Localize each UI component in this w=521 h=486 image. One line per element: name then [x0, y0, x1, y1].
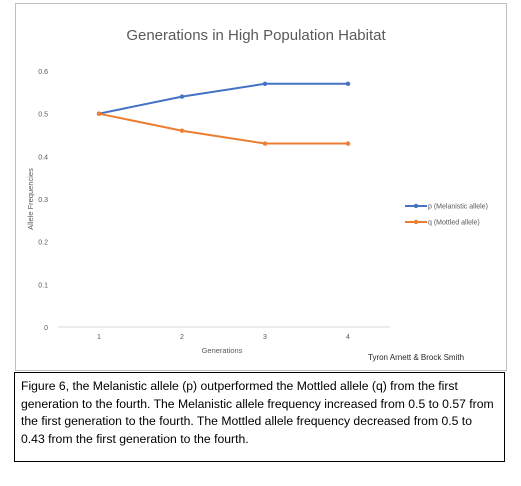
x-tick-label: 3: [263, 334, 267, 341]
y-tick-label: 0.4: [38, 154, 48, 161]
data-point: [179, 94, 185, 99]
chart-annotation: Tyron Arnett & Brock Smith: [368, 353, 464, 362]
figure-caption: Figure 6, the Melanistic allele (p) outp…: [14, 372, 505, 462]
data-point: [345, 141, 351, 146]
chart-frame: [15, 3, 507, 371]
x-tick-label: 2: [180, 334, 184, 341]
x-axis-title: Generations: [202, 346, 243, 355]
legend-swatch-marker: [413, 219, 419, 225]
chart-title: Generations in High Population Habitat: [126, 27, 386, 44]
data-point: [179, 128, 185, 133]
y-tick-label: 0.1: [38, 282, 48, 289]
data-point: [96, 111, 102, 116]
legend-label: q (Mottled allele): [428, 220, 480, 227]
y-tick-label: 0.6: [38, 69, 48, 76]
x-tick-label: 1: [97, 334, 101, 341]
data-point: [345, 81, 351, 87]
series-line: [98, 112, 348, 145]
line-chart: Generations in High Population Habitat 0 0…: [26, 27, 488, 362]
y-axis-title: Allele Frequencies: [26, 168, 35, 230]
series-line: [98, 82, 348, 115]
y-tick-label: 0: [44, 325, 48, 332]
data-point: [262, 81, 268, 87]
legend-label: p (Melanistic allele): [428, 204, 488, 211]
y-tick-label: 0.2: [38, 240, 48, 247]
y-tick-label: 0.5: [38, 112, 48, 119]
y-tick-label: 0.3: [38, 197, 48, 204]
caption-text: Figure 6, the Melanistic allele (p) outp…: [21, 379, 494, 446]
data-point: [262, 141, 268, 146]
legend-swatch-marker: [413, 203, 419, 209]
x-tick-label: 4: [346, 334, 350, 341]
